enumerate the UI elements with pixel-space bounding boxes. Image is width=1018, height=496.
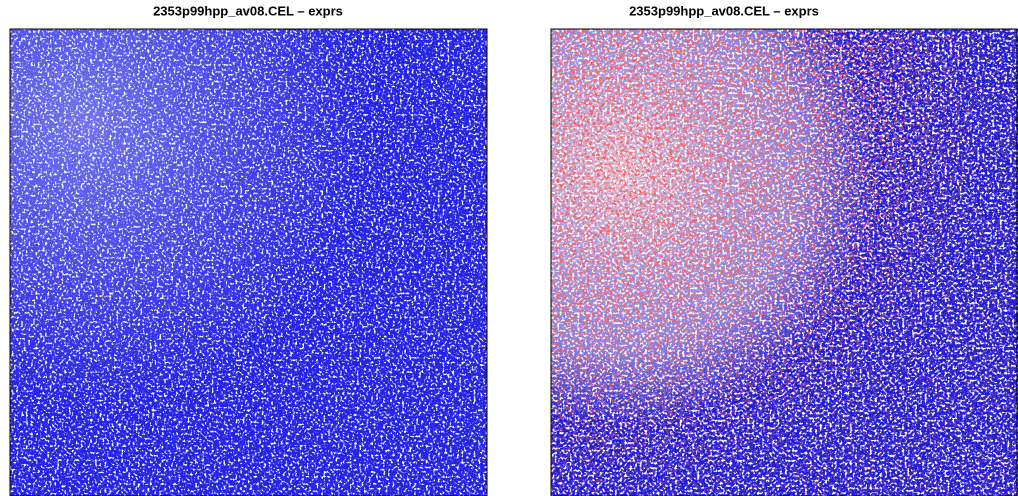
image-border [550, 28, 1018, 496]
panel-title: 2353p99hpp_av08.CEL – exprs [153, 3, 343, 18]
image-border [9, 28, 488, 496]
panel-title: 2353p99hpp_av08.CEL – exprs [629, 3, 819, 18]
right-image [550, 28, 1018, 496]
image-noise [10, 29, 487, 496]
image-noise-white [551, 29, 1018, 496]
left-image [9, 28, 488, 496]
